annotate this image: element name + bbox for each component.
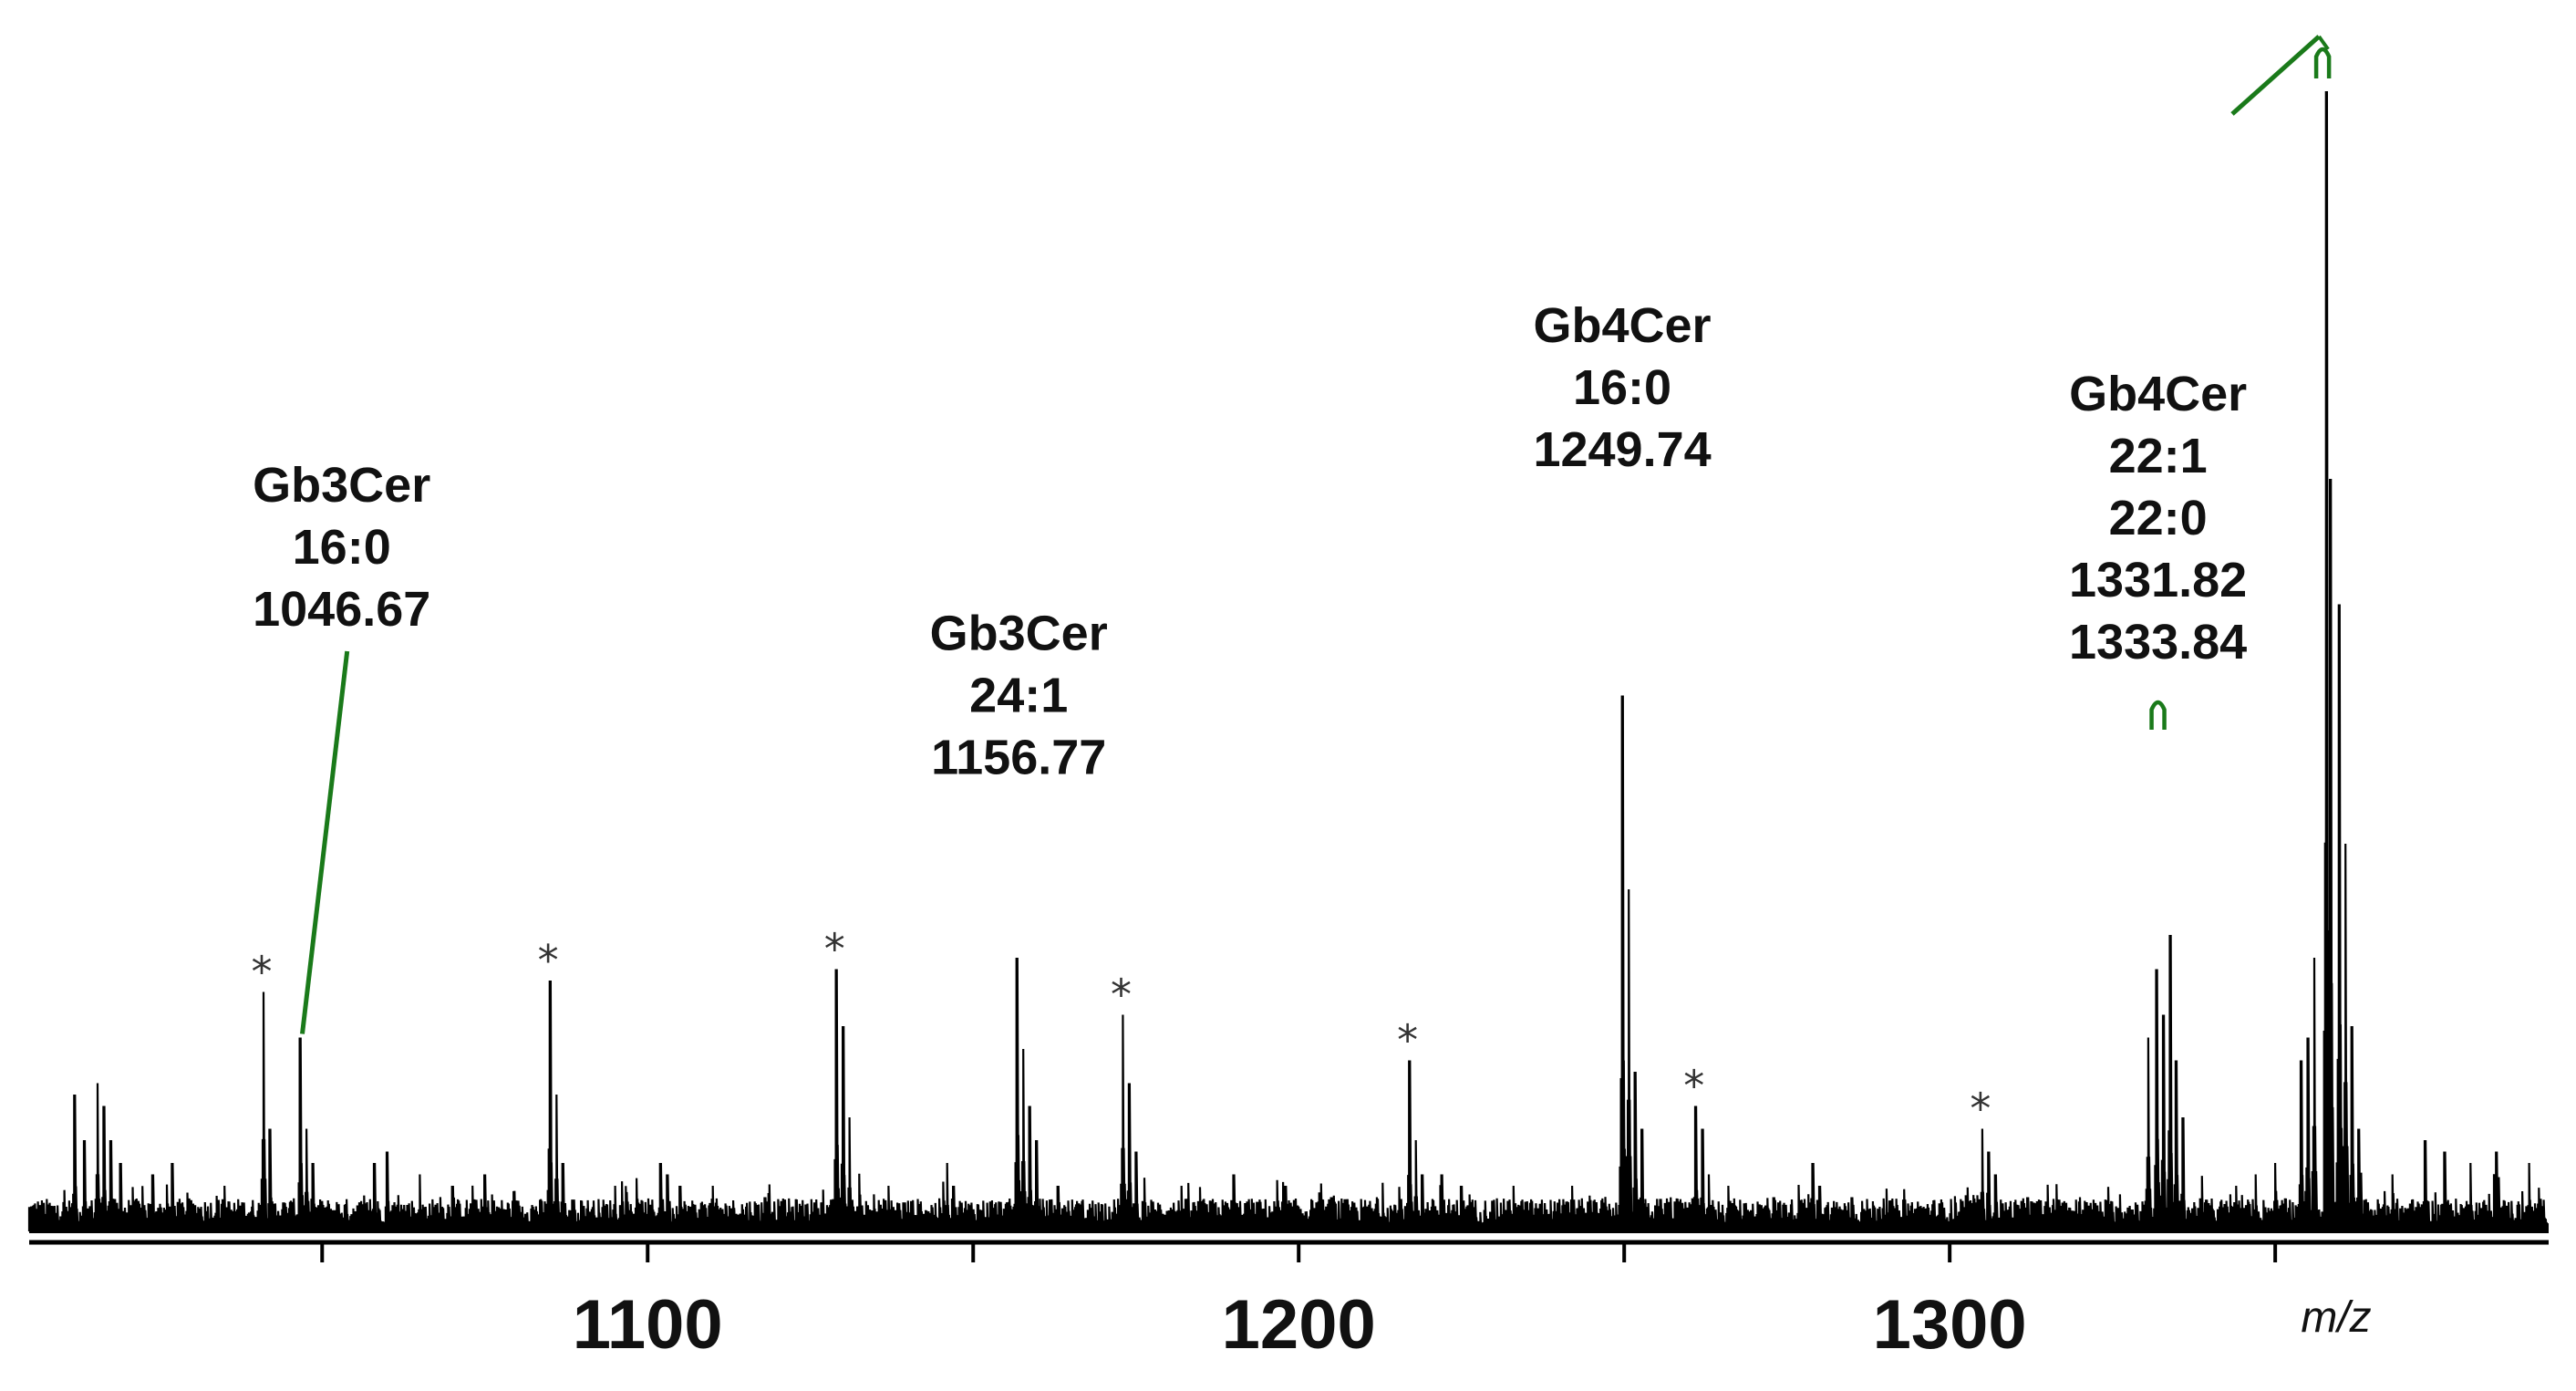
gb4cer-24-leader-tip <box>2317 35 2330 51</box>
gb4cer-22-label-line: 1331.82 <box>2069 553 2247 607</box>
asterisk-marker: * <box>1397 1016 1418 1065</box>
annotation-group: * * * * * * * Gb3Cer 16:0 1046.67 Gb3Cer 24:1 1156.7… <box>252 35 2332 1134</box>
x-tick-label: 1300 <box>1873 1286 2027 1364</box>
gb3cer-16-0-label-line: Gb3Cer <box>253 458 430 513</box>
x-axis: 1100 1200 1300 <box>29 1240 2549 1364</box>
gb4cer-16-0-label-line: 1249.74 <box>1533 422 1711 477</box>
gb4cer-16-0-label-line: Gb4Cer <box>1534 298 1712 353</box>
gb3cer-24-1-label-line: 1156.77 <box>931 731 1106 785</box>
asterisk-marker: * <box>1111 971 1132 1020</box>
asterisk-marker: * <box>824 925 845 974</box>
gb4cer-16-0-label-line: 16:0 <box>1573 360 1671 415</box>
x-tick-label: 1200 <box>1222 1286 1376 1364</box>
gb4cer-22-label-line: Gb4Cer <box>2069 367 2247 421</box>
gb4cer-22-bracket <box>2149 700 2167 730</box>
gb3cer-16-0-leader <box>300 650 350 1034</box>
gb3cer-24-1-label-line: 24:1 <box>969 669 1068 723</box>
gb3cer-16-0-label-line: 1046.67 <box>253 582 430 637</box>
gb4cer-24-bracket <box>2313 47 2332 78</box>
asterisk-marker: * <box>538 936 559 985</box>
gb4cer-22-label-line: 1333.84 <box>2069 615 2247 670</box>
baseline <box>29 1226 2549 1233</box>
asterisk-marker: * <box>1683 1062 1704 1111</box>
x-tick-label: 1100 <box>573 1286 723 1364</box>
gb4cer-24-leader <box>2230 35 2321 116</box>
asterisk-marker: * <box>252 948 273 997</box>
gb4cer-22-label-line: 22:0 <box>2109 491 2208 545</box>
gb4cer-22-label-line: 22:1 <box>2109 429 2208 483</box>
gb3cer-24-1-label-line: Gb3Cer <box>930 607 1108 661</box>
spectrum-trace-group <box>27 90 2549 1233</box>
asterisk-marker: * <box>1970 1085 1991 1134</box>
x-axis-label: m/z <box>2301 1293 2371 1342</box>
gb3cer-16-0-label-line: 16:0 <box>293 520 391 575</box>
